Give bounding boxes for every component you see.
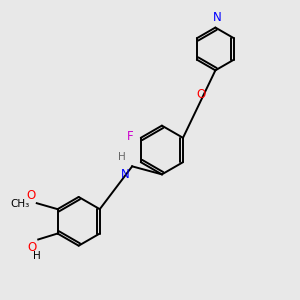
Text: H: H bbox=[33, 251, 40, 261]
Text: N: N bbox=[212, 11, 221, 24]
Text: CH₃: CH₃ bbox=[11, 199, 30, 209]
Text: O: O bbox=[196, 88, 205, 100]
Text: H: H bbox=[118, 152, 126, 162]
Text: O: O bbox=[26, 189, 35, 202]
Text: F: F bbox=[127, 130, 134, 143]
Text: N: N bbox=[121, 168, 130, 181]
Text: O: O bbox=[28, 241, 37, 254]
